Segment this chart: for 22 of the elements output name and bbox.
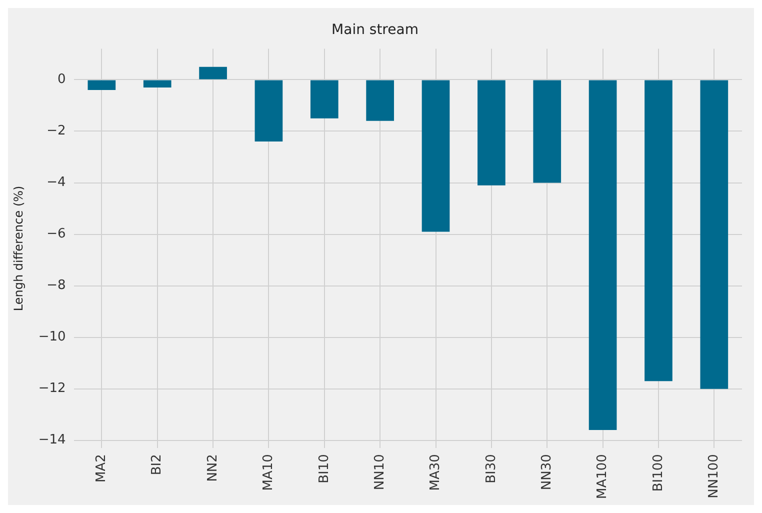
y-tick-label: −14 xyxy=(38,432,66,448)
chart-title: Main stream xyxy=(332,22,418,38)
x-tick-label: BI10 xyxy=(316,454,332,484)
x-tick-label: NN2 xyxy=(205,454,220,482)
y-tick-label: −10 xyxy=(38,330,66,345)
y-tick-label: −12 xyxy=(38,381,66,396)
x-tick-label: MA10 xyxy=(261,454,276,491)
x-tick-label: MA30 xyxy=(428,454,444,491)
x-tick-label: NN10 xyxy=(372,454,388,490)
y-axis-title: Lengh difference (%) xyxy=(11,186,26,312)
x-tick-label: BI100 xyxy=(650,454,666,492)
y-tick-label: −6 xyxy=(46,226,66,242)
x-tick-label: BI2 xyxy=(150,454,165,476)
x-tick-label: BI30 xyxy=(484,454,499,484)
x-tick-label: MA100 xyxy=(595,454,610,500)
y-tick-label: −8 xyxy=(46,278,66,294)
y-tick-label: 0 xyxy=(58,72,66,88)
x-tick-label: NN100 xyxy=(706,454,722,498)
x-tick-label: NN30 xyxy=(539,454,554,490)
y-tick-label: −2 xyxy=(46,124,66,139)
x-tick-label: MA2 xyxy=(94,454,110,482)
y-tick-label: −4 xyxy=(46,175,66,190)
